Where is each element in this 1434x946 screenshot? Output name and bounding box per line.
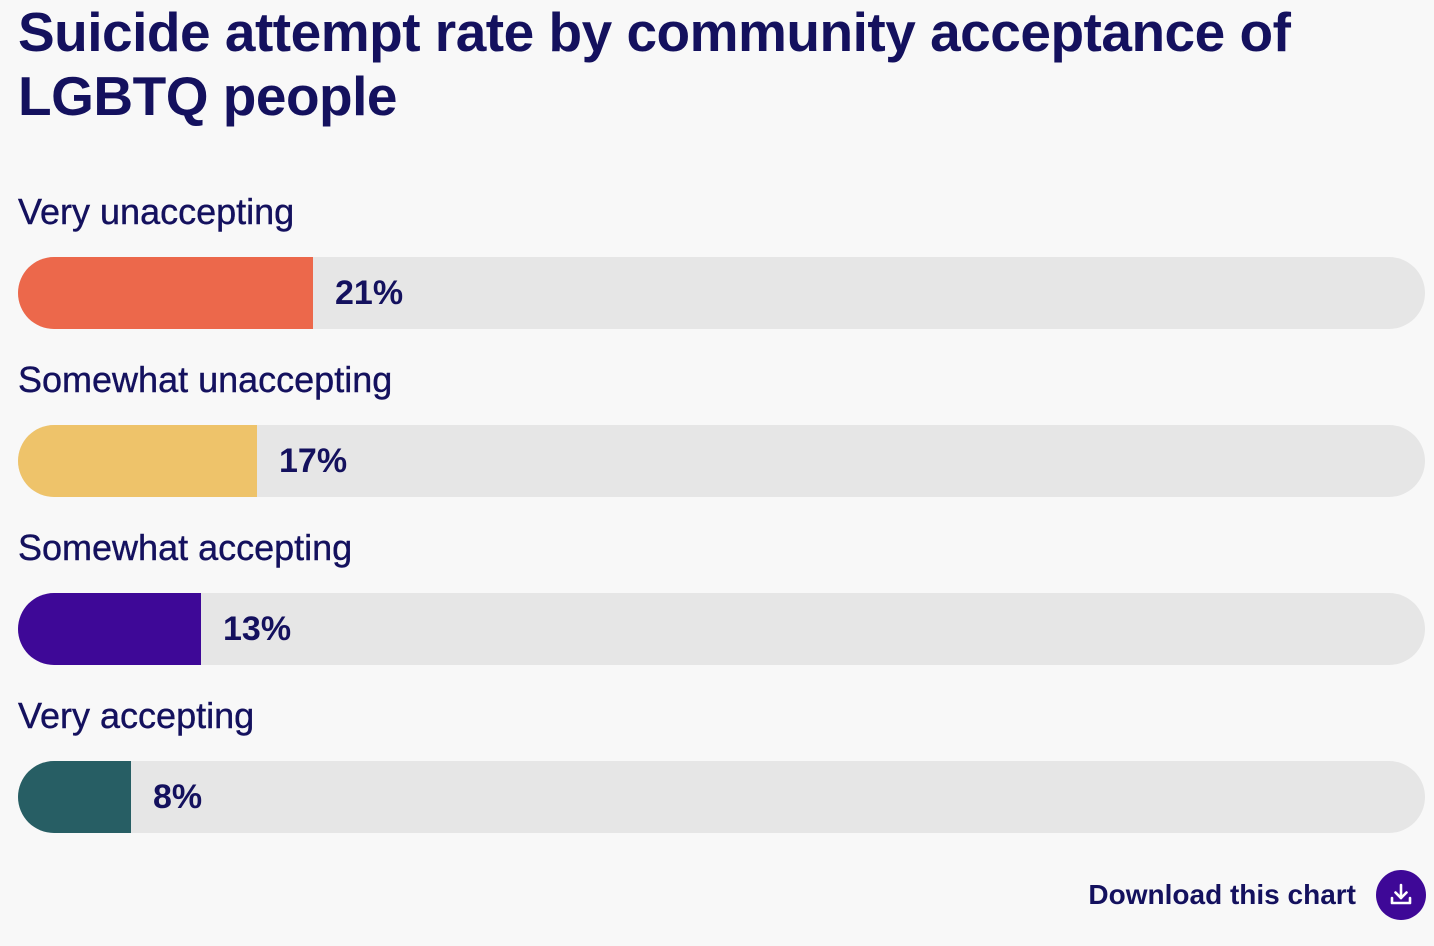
bar-row: Very accepting 8% bbox=[18, 690, 1425, 858]
bar-track: 21% bbox=[18, 257, 1425, 329]
bar-category-label: Very accepting bbox=[18, 695, 255, 736]
chart-title: Suicide attempt rate by community accept… bbox=[18, 1, 1291, 127]
bar-category-label: Very unaccepting bbox=[18, 191, 295, 232]
bar-value-label: 21% bbox=[335, 274, 404, 312]
bar-value-label: 17% bbox=[279, 442, 348, 480]
bar bbox=[18, 425, 257, 497]
bar-row: Somewhat accepting 13% bbox=[18, 522, 1425, 690]
download-icon[interactable] bbox=[1376, 870, 1426, 920]
bar bbox=[18, 593, 201, 665]
bar-chart: Very unaccepting 21% Somewhat unaccepting 1… bbox=[18, 186, 1425, 858]
bar bbox=[18, 761, 131, 833]
download-chart-label: Download this chart bbox=[1088, 879, 1356, 910]
bar-row: Very unaccepting 21% bbox=[18, 186, 1425, 354]
bar-value-label: 13% bbox=[223, 610, 292, 648]
bar-track: 13% bbox=[18, 593, 1425, 665]
bar-category-label: Somewhat accepting bbox=[18, 527, 353, 568]
bar-track: 17% bbox=[18, 425, 1425, 497]
bar-category-label: Somewhat unaccepting bbox=[18, 359, 393, 400]
download-chart-button[interactable]: Download this chart bbox=[1088, 870, 1426, 920]
bar-track: 8% bbox=[18, 761, 1425, 833]
bar-row: Somewhat unaccepting 17% bbox=[18, 354, 1425, 522]
bar bbox=[18, 257, 313, 329]
bar-value-label: 8% bbox=[153, 778, 203, 816]
